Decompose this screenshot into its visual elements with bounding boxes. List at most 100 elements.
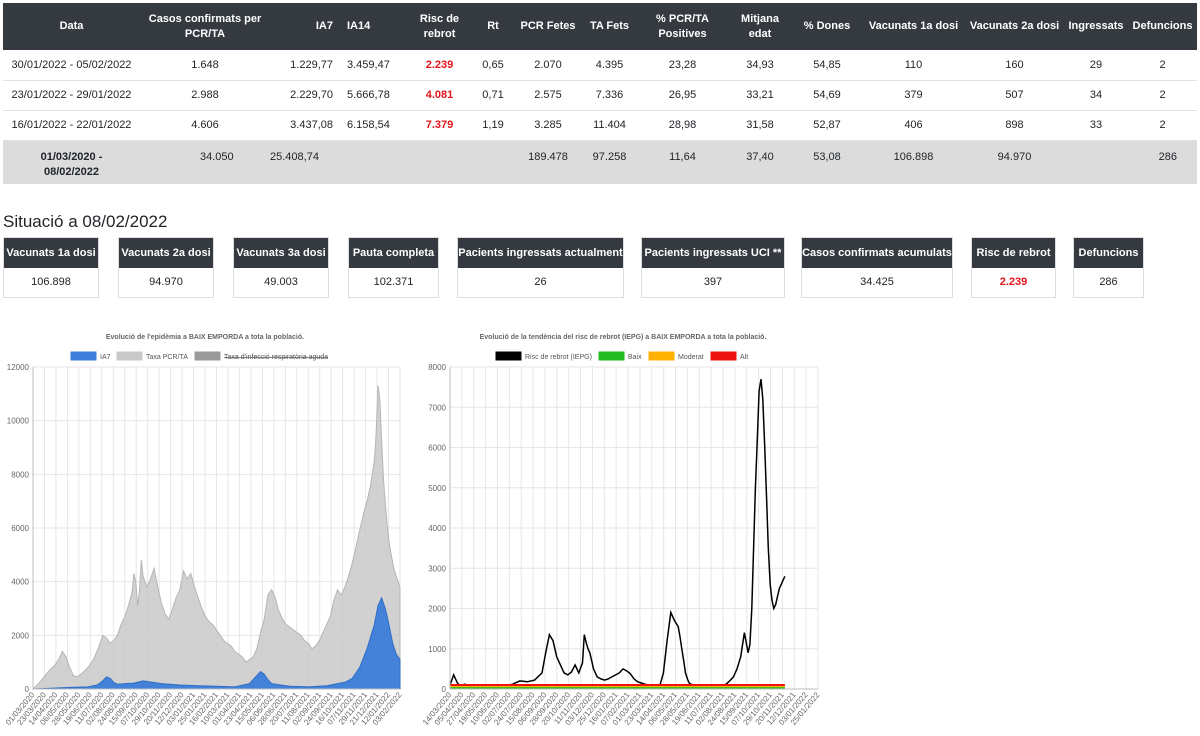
cell: 97.258 <box>582 140 637 184</box>
col-header[interactable]: Vacunats 1a dosi <box>862 3 965 50</box>
col-header[interactable]: Ingressats <box>1064 3 1128 50</box>
chart-legend[interactable]: IA7 Taxa PCR/TA Taxa d'infecció respiratòr… <box>70 351 328 361</box>
cell: 507 <box>965 80 1064 111</box>
card-defuncions: Defuncions 286 <box>1073 237 1144 298</box>
legend-label: Taxa d'infecció respiratòria aguda <box>224 354 328 361</box>
cell: 0,65 <box>472 50 514 81</box>
cell: 52,87 <box>792 110 862 141</box>
rebrot-chart: Evolució de la tendència del risc de reb… <box>421 334 822 727</box>
col-header[interactable]: PCR Fetes <box>514 3 582 50</box>
cell: 37,40 <box>728 140 792 184</box>
cell: 106.898 <box>862 140 965 184</box>
cell-risc: 2.239 <box>407 50 472 81</box>
card-value: 106.898 <box>31 276 71 288</box>
cell <box>407 140 472 184</box>
cell-risc: 4.081 <box>407 80 472 111</box>
cell: 28,98 <box>637 110 728 141</box>
series-area-ia7 <box>32 596 401 690</box>
cell: 25.408,74 <box>270 140 337 184</box>
y-tick-label: 2000 <box>428 605 446 614</box>
cell: 5.666,78 <box>337 80 407 111</box>
cell: 4.395 <box>582 50 637 81</box>
col-header[interactable]: Mitjana edat <box>728 3 792 50</box>
card-value: 2.239 <box>999 276 1028 288</box>
col-header[interactable]: Risc de rebrot <box>407 3 472 50</box>
card-vacunats-3a: Vacunats 3a dosi 49.003 <box>233 237 329 298</box>
y-tick-label: 0 <box>25 685 30 694</box>
table-header-row: Data Casos confirmats per PCR/TA IA7 IA1… <box>3 3 1197 50</box>
cell: 11,64 <box>637 140 728 184</box>
cell: 33,21 <box>728 80 792 111</box>
col-header[interactable]: Casos confirmats per PCR/TA <box>140 3 270 50</box>
chart-title: Evolució de la tendència del risc de reb… <box>480 334 767 341</box>
y-tick-label: 10000 <box>7 417 30 426</box>
card-value: 102.371 <box>373 276 414 288</box>
cell <box>337 140 407 184</box>
col-header[interactable]: % PCR/TA Positives <box>637 3 728 50</box>
cell: 379 <box>862 80 965 111</box>
card-pacients-ingressats: Pacients ingressats actualment 26 <box>457 237 624 298</box>
card-value: 397 <box>703 276 723 288</box>
cell: 7.336 <box>582 80 637 111</box>
card-label: Casos confirmats acumulats <box>802 238 952 268</box>
col-header[interactable]: IA7 <box>270 3 337 50</box>
col-header[interactable]: % Dones <box>792 3 862 50</box>
cell: 54,69 <box>792 80 862 111</box>
col-header[interactable]: Rt <box>472 3 514 50</box>
cell: 31,58 <box>728 110 792 141</box>
legend-swatch <box>598 351 625 361</box>
card-label: Vacunats 3a dosi <box>234 238 328 268</box>
legend-swatch <box>710 351 737 361</box>
col-header[interactable]: Defuncions <box>1128 3 1197 50</box>
col-header[interactable]: TA Fets <box>582 3 637 50</box>
cell-date: 30/01/2022 - 05/02/2022 <box>3 50 140 81</box>
col-header[interactable]: Vacunats 2a dosi <box>965 3 1064 50</box>
cell: 34.050 <box>140 140 270 184</box>
cell: 3.459,47 <box>337 50 407 81</box>
cell: 1.229,77 <box>270 50 337 81</box>
cell: 94.970 <box>965 140 1064 184</box>
epidemic-chart: Evolució de l'epidèmia a BAIX EMPORDA a … <box>4 334 404 727</box>
chart-legend[interactable]: Risc de rebrot (IEPG) Baix Moderat Alt <box>495 351 748 361</box>
card-vacunats-1a: Vacunats 1a dosi 106.898 <box>3 237 99 298</box>
legend-swatch <box>495 351 522 361</box>
legend-label: Taxa PCR/TA <box>146 354 188 361</box>
chart-title: Evolució de l'epidèmia a BAIX EMPORDA a … <box>106 334 304 341</box>
stats-table: Data Casos confirmats per PCR/TA IA7 IA1… <box>3 3 1197 184</box>
card-label: Vacunats 2a dosi <box>119 238 213 268</box>
col-header[interactable]: IA14 <box>337 3 407 50</box>
card-value: 94.970 <box>149 276 183 288</box>
cell: 189.478 <box>514 140 582 184</box>
y-tick-label: 12000 <box>7 363 30 372</box>
card-label: Vacunats 1a dosi <box>4 238 98 268</box>
cell: 3.285 <box>514 110 582 141</box>
y-tick-label: 7000 <box>428 403 446 412</box>
cell <box>1064 140 1128 184</box>
card-pacients-uci: Pacients ingressats UCI ** 397 <box>641 237 785 298</box>
situation-title: Situació a 08/02/2022 <box>3 212 168 231</box>
cell: 6.158,54 <box>337 110 407 141</box>
cell-date: 23/01/2022 - 29/01/2022 <box>3 80 140 111</box>
table-row: 16/01/2022 - 22/01/2022 4.606 3.437,08 6… <box>3 110 1197 141</box>
cell: 406 <box>862 110 965 141</box>
y-tick-label: 2000 <box>11 631 29 640</box>
cell-date: 01/03/2020 - 08/02/2022 <box>3 140 140 184</box>
cell: 1.648 <box>140 50 270 81</box>
cell: 2 <box>1128 50 1197 81</box>
col-header[interactable]: Data <box>3 3 140 50</box>
legend-label: Baix <box>628 354 642 361</box>
legend-label: Risc de rebrot (IEPG) <box>525 354 592 361</box>
y-tick-label: 4000 <box>11 578 29 587</box>
cell: 26,95 <box>637 80 728 111</box>
cell-risc: 7.379 <box>407 110 472 141</box>
cell-date: 16/01/2022 - 22/01/2022 <box>3 110 140 141</box>
cell: 286 <box>1128 140 1197 184</box>
cell: 11.404 <box>582 110 637 141</box>
cell: 2.070 <box>514 50 582 81</box>
card-risc-rebrot: Risc de rebrot 2.239 <box>971 237 1056 298</box>
cell: 53,08 <box>792 140 862 184</box>
y-tick-label: 6000 <box>428 444 446 453</box>
legend-label: Alt <box>740 354 748 361</box>
legend-swatch <box>194 351 221 361</box>
cell: 3.437,08 <box>270 110 337 141</box>
